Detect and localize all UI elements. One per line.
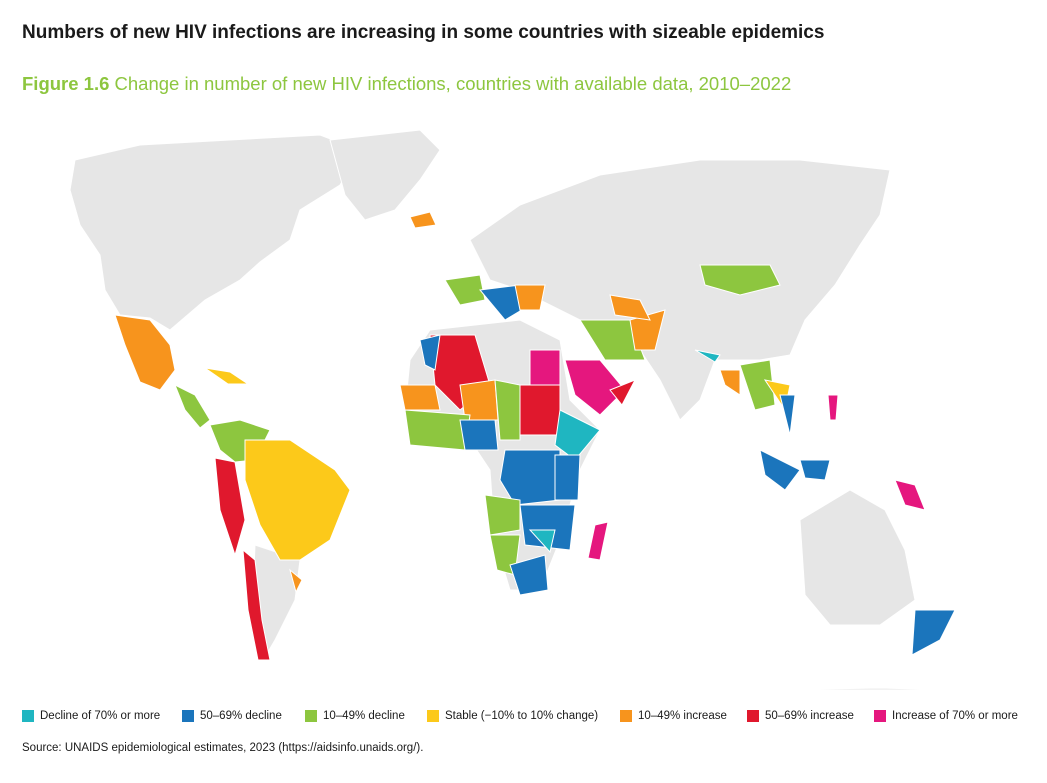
- country-mali-mauritania: [399, 384, 441, 411]
- country-yemen-oman: [609, 379, 637, 406]
- country-eastern-europe: [514, 284, 546, 311]
- figure-subtitle: Figure 1.6 Change in number of new HIV i…: [22, 73, 791, 95]
- legend-swatch: [22, 710, 34, 722]
- country-kazakhstan-region: [579, 319, 646, 361]
- legend-swatch: [874, 710, 886, 722]
- legend-label: 10–49% decline: [323, 710, 405, 722]
- country-mexico: [114, 314, 176, 391]
- country-chile: [242, 548, 271, 661]
- country-central-asia-caspian: [609, 294, 651, 321]
- legend-swatch: [620, 710, 632, 722]
- country-south-africa: [509, 554, 549, 596]
- legend-item: 10–49% decline: [305, 710, 405, 722]
- country-peru-andes: [214, 457, 246, 557]
- legend-item: 10–49% increase: [620, 710, 727, 722]
- legend-item: Increase of 70% or more: [874, 710, 1018, 722]
- figure-caption: Change in number of new HIV infections, …: [114, 73, 792, 94]
- country-sudan: [519, 384, 561, 436]
- country-nigeria: [459, 419, 499, 451]
- country-papua-new-guinea: [894, 479, 926, 511]
- country-thailand-laos: [739, 359, 776, 411]
- country-west-africa: [404, 409, 471, 451]
- country-myanmar: [719, 369, 741, 396]
- country-iceland: [409, 211, 437, 229]
- country-philippines: [827, 394, 839, 421]
- legend-label: 50–69% decline: [200, 710, 282, 722]
- country-shapes: [114, 211, 956, 661]
- country-brazil: [244, 439, 351, 561]
- country-viet-nam: [779, 394, 796, 436]
- country-malaysia: [799, 459, 831, 481]
- greenland-land: [329, 129, 441, 221]
- country-zambia-mozambique: [519, 504, 576, 551]
- legend-label: Increase of 70% or more: [892, 710, 1018, 722]
- country-new-zealand: [911, 609, 956, 656]
- legend-swatch: [305, 710, 317, 722]
- country-paraguay-uruguay: [289, 568, 303, 594]
- legend-label: Decline of 70% or more: [40, 710, 161, 722]
- country-east-africa: [554, 454, 581, 501]
- headline: Numbers of new HIV infections are increa…: [22, 22, 825, 43]
- country-iran-afghanistan: [629, 309, 666, 351]
- legend-item: 50–69% increase: [747, 710, 854, 722]
- legend-label: 50–69% increase: [765, 710, 854, 722]
- country-cuba: [204, 367, 250, 385]
- north-america-land: [69, 134, 361, 331]
- country-niger: [459, 379, 499, 421]
- country-morocco: [419, 334, 441, 371]
- country-zimbabwe: [528, 529, 556, 554]
- country-mongolia: [699, 264, 781, 296]
- legend-label: 10–49% increase: [638, 710, 727, 722]
- source-note: Source: UNAIDS epidemiological estimates…: [22, 742, 424, 754]
- country-madagascar: [587, 521, 609, 561]
- world-map: [69, 129, 961, 690]
- figure-label: Figure 1.6: [22, 73, 110, 94]
- legend-item: Stable (−10% to 10% change): [427, 710, 598, 722]
- country-western-europe: [444, 274, 486, 306]
- country-saudi-arabia: [564, 359, 626, 416]
- legend-swatch: [182, 710, 194, 722]
- legend-swatch: [427, 710, 439, 722]
- antarctica-land: [759, 687, 961, 690]
- country-central-america: [174, 383, 211, 429]
- australia-land: [799, 489, 916, 626]
- country-chad: [494, 379, 521, 441]
- country-angola: [484, 494, 521, 536]
- country-drc: [499, 449, 561, 506]
- legend-item: 50–69% decline: [182, 710, 282, 722]
- legend-swatch: [747, 710, 759, 722]
- map-legend: Decline of 70% or more 50–69% decline 10…: [22, 710, 1032, 726]
- legend-item: Decline of 70% or more: [22, 710, 160, 722]
- country-indonesia: [759, 449, 801, 491]
- legend-label: Stable (−10% to 10% change): [445, 710, 599, 722]
- country-india-region: [694, 349, 721, 363]
- country-egypt: [529, 349, 561, 386]
